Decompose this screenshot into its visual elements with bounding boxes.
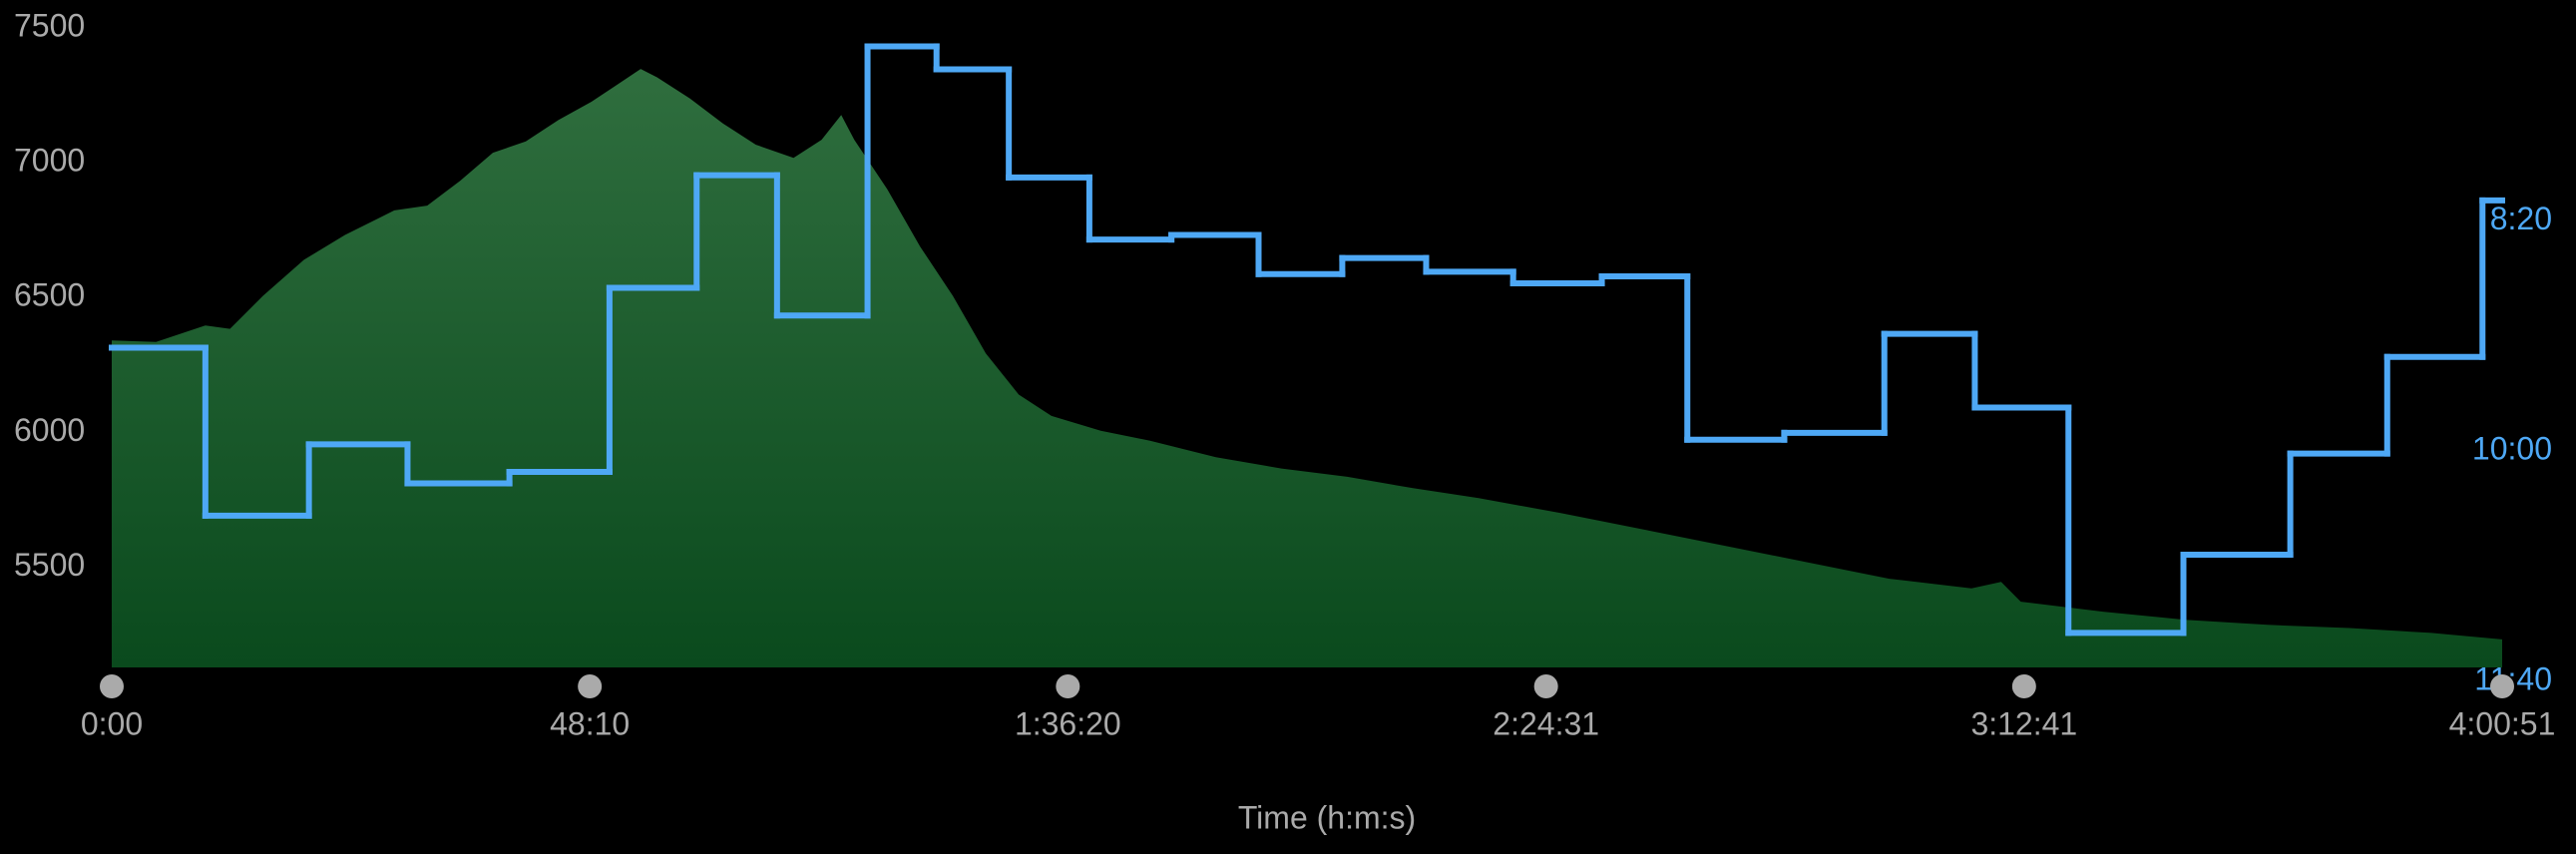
x-tick-dot bbox=[1056, 674, 1080, 698]
y-tick-label: 6000 bbox=[14, 412, 85, 448]
x-tick-dot bbox=[2011, 674, 2036, 698]
x-tick-label: 4:00:51 bbox=[2449, 705, 2556, 741]
x-tick-dot bbox=[578, 674, 603, 698]
x-tick-label: 3:12:41 bbox=[1970, 705, 2077, 741]
x-tick-dot bbox=[100, 674, 124, 698]
x-tick-label: 48:10 bbox=[550, 705, 630, 741]
elevation-area bbox=[112, 69, 2502, 668]
x-tick-label: 0:00 bbox=[81, 705, 143, 741]
y-tick-label: 7500 bbox=[14, 7, 85, 43]
x-tick-dot bbox=[2490, 674, 2514, 698]
y2-tick-label: 10:00 bbox=[2472, 431, 2552, 467]
x-tick-label: 1:36:20 bbox=[1015, 705, 1121, 741]
y-tick-label: 7000 bbox=[14, 143, 85, 179]
y2-tick-label: 11:40 bbox=[2474, 660, 2552, 696]
x-tick-dot bbox=[1533, 674, 1558, 698]
y-tick-label: 5500 bbox=[14, 547, 85, 583]
x-axis-title: Time (h:m:s) bbox=[1238, 799, 1416, 835]
x-tick-label: 2:24:31 bbox=[1493, 705, 1599, 741]
y-tick-label: 6500 bbox=[14, 277, 85, 313]
y2-tick-label: 8:20 bbox=[2490, 201, 2552, 236]
